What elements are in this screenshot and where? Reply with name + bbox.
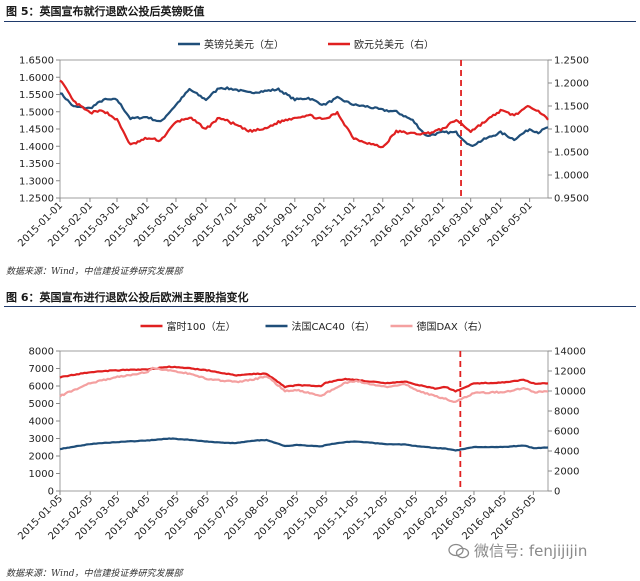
series-line bbox=[59, 86, 549, 147]
legend-label: 法国CAC40（右） bbox=[292, 320, 375, 333]
watermark: 微信号: fenjijijin bbox=[448, 540, 587, 561]
y-right-tick-label: 1.2000 bbox=[554, 79, 589, 90]
y-right-tick-label: 14000 bbox=[554, 347, 586, 358]
figure-6-title: 图 6：英国宣布进行退欧公投后欧洲主要股指变化 bbox=[6, 291, 249, 304]
y-right-tick-label: 1.0500 bbox=[554, 148, 589, 159]
y-right-tick-label: 1.2500 bbox=[554, 56, 589, 67]
series-line bbox=[59, 437, 549, 452]
y-left-tick-label: 2000 bbox=[29, 452, 54, 463]
figure-5-source: 数据来源：Wind，中信建投证券研究发展部 bbox=[6, 267, 183, 277]
y-left-tick-label: 1000 bbox=[29, 469, 54, 480]
wechat-icon bbox=[448, 543, 470, 558]
y-left-tick-label: 1.6000 bbox=[19, 73, 54, 84]
series-line bbox=[59, 365, 549, 393]
figure-5-rule bbox=[4, 21, 636, 22]
y-left-tick-label: 1.3000 bbox=[19, 176, 54, 187]
y-right-tick-label: 12000 bbox=[554, 367, 586, 378]
y-right-tick-label: 1.0000 bbox=[554, 171, 589, 182]
figure-5-chart: 1.2500 1.3000 1.3500 1.4000 1.4500 1.5000 1.55… bbox=[16, 38, 589, 249]
legend-label: 富时100（左） bbox=[167, 320, 236, 333]
figure-5-title: 图 5：英国宣布就行退欧公投后英镑贬值 bbox=[6, 5, 205, 18]
series-line bbox=[59, 366, 549, 403]
y-right-tick-label: 0.9500 bbox=[554, 194, 589, 205]
y-left-tick-label: 5000 bbox=[29, 399, 54, 410]
series-line bbox=[59, 79, 549, 149]
y-right-tick-label: 0 bbox=[554, 487, 560, 498]
y-right-tick-label: 8000 bbox=[554, 407, 579, 418]
y-left-tick-label: 8000 bbox=[29, 347, 54, 358]
figure-6-rule bbox=[4, 306, 636, 307]
y-left-tick-label: 0 bbox=[48, 487, 54, 498]
y-right-tick-label: 6000 bbox=[554, 427, 579, 438]
figure-6-source: 数据来源：Wind，中信建投证券研究发展部 bbox=[6, 569, 183, 579]
y-right-tick-label: 1.1500 bbox=[554, 102, 589, 113]
legend-label: 德国DAX（右） bbox=[417, 320, 488, 333]
legend-label: 欧元兑美元（右） bbox=[354, 38, 434, 51]
legend-label: 英镑兑美元（左） bbox=[204, 38, 284, 51]
y-left-tick-label: 1.3500 bbox=[19, 159, 54, 170]
y-left-tick-label: 1.4000 bbox=[19, 142, 54, 153]
plot-area bbox=[59, 350, 549, 492]
y-left-tick-label: 4000 bbox=[29, 417, 54, 428]
y-left-tick-label: 1.5000 bbox=[19, 107, 54, 118]
y-left-tick-label: 1.6500 bbox=[19, 56, 54, 67]
y-left-tick-label: 1.2500 bbox=[19, 194, 54, 205]
y-left-tick-label: 7000 bbox=[29, 364, 54, 375]
y-left-tick-label: 3000 bbox=[29, 434, 54, 445]
y-right-tick-label: 4000 bbox=[554, 447, 579, 458]
y-right-tick-label: 10000 bbox=[554, 387, 586, 398]
y-left-tick-label: 6000 bbox=[29, 382, 54, 393]
watermark-text: 微信号: fenjijijin bbox=[474, 542, 588, 560]
figure-6-chart: 0 1000 2000 3000 4000 5000 6000 7000 8000 0 2000 40… bbox=[16, 320, 586, 542]
y-right-tick-label: 2000 bbox=[554, 467, 579, 478]
y-right-tick-label: 1.1000 bbox=[554, 125, 589, 136]
y-left-tick-label: 1.5500 bbox=[19, 90, 54, 101]
y-left-tick-label: 1.4500 bbox=[19, 125, 54, 136]
